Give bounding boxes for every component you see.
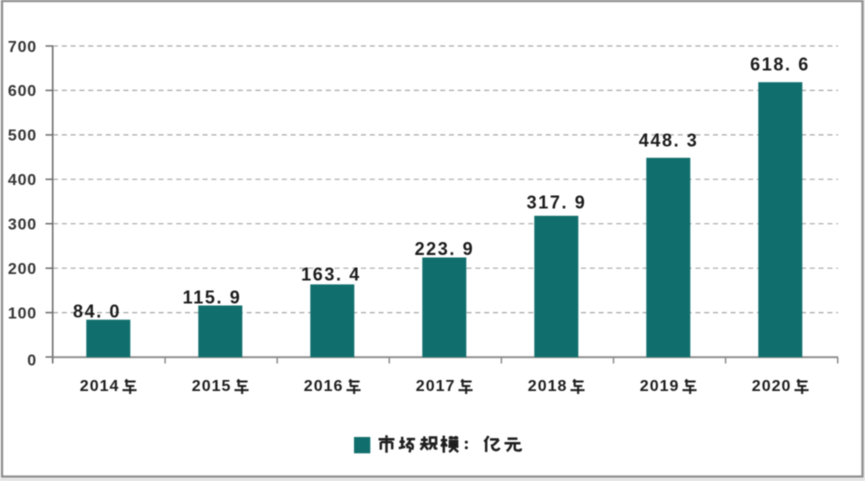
svg-text:618. 6: 618. 6 — [750, 54, 810, 74]
svg-text:163. 4: 163. 4 — [301, 265, 361, 285]
svg-text:223. 9: 223. 9 — [415, 239, 475, 259]
svg-text:2019: 2019 — [640, 378, 680, 395]
svg-text:2018: 2018 — [528, 378, 568, 395]
svg-text:2014: 2014 — [80, 378, 120, 395]
svg-text:115. 9: 115. 9 — [183, 288, 242, 308]
svg-text:0: 0 — [27, 352, 37, 369]
svg-text:200: 200 — [8, 261, 37, 278]
svg-text:84. 0: 84. 0 — [73, 302, 121, 322]
svg-text:100: 100 — [8, 305, 37, 322]
svg-text:400: 400 — [8, 172, 37, 189]
svg-text:700: 700 — [8, 39, 37, 56]
svg-text:317. 9: 317. 9 — [527, 193, 587, 213]
svg-text:500: 500 — [8, 128, 37, 145]
svg-text:300: 300 — [8, 217, 37, 234]
svg-text:448. 3: 448. 3 — [639, 131, 699, 151]
svg-text:2020: 2020 — [752, 378, 792, 395]
svg-text:2017: 2017 — [416, 378, 456, 395]
svg-text:2016: 2016 — [304, 378, 344, 395]
svg-text:600: 600 — [8, 83, 37, 100]
svg-text:2015: 2015 — [192, 378, 232, 395]
